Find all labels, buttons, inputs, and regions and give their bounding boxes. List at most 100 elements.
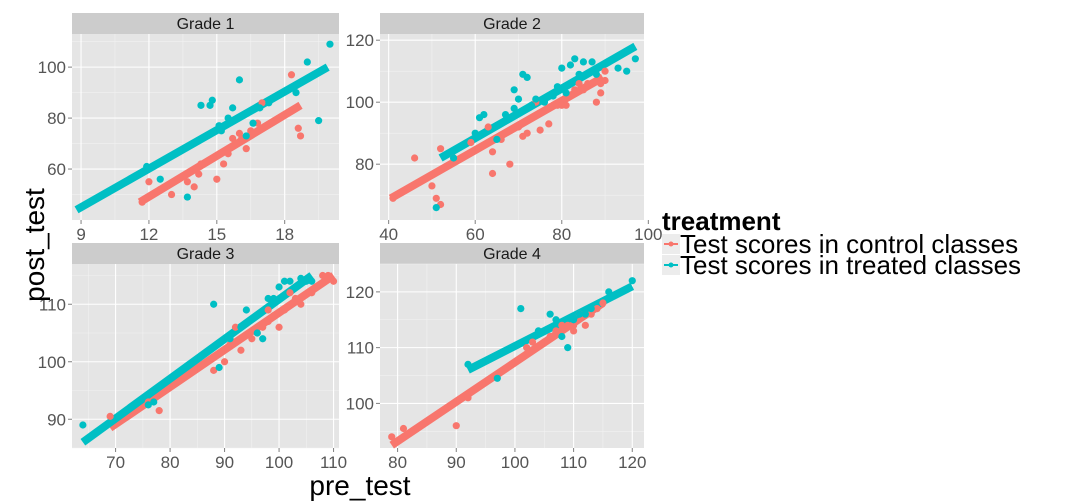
data-point-treated — [302, 277, 310, 285]
data-point-treated — [566, 61, 575, 69]
x-tick-label: 80 — [388, 453, 407, 472]
data-point-control — [436, 145, 445, 153]
panel-1: Grade 1 9 12 15 18 60 80 100 — [38, 13, 339, 244]
data-point-treated — [235, 76, 244, 84]
data-point-control — [488, 169, 497, 178]
data-point-control — [231, 323, 240, 331]
data-point-treated — [628, 277, 636, 285]
data-point-control — [242, 145, 250, 153]
y-tick-label: 100 — [38, 353, 66, 372]
data-point-control — [167, 190, 176, 199]
data-point-control — [233, 139, 241, 148]
data-point-treated — [527, 101, 536, 109]
data-point-treated — [523, 73, 531, 81]
data-point-control — [536, 126, 544, 134]
data-point-control — [452, 422, 460, 430]
data-point-control — [579, 86, 588, 94]
panel-2: Grade 2 40 60 80 100 80 100 120 — [346, 13, 663, 244]
data-point-treated — [183, 193, 191, 201]
data-point-control — [581, 321, 589, 329]
y-tick-label: 100 — [346, 394, 374, 413]
data-point-control — [155, 407, 163, 415]
data-point-treated — [623, 67, 631, 75]
data-point-control — [488, 148, 497, 156]
data-point-treated — [259, 335, 267, 343]
data-point-treated — [265, 99, 273, 107]
data-point-treated — [292, 89, 300, 97]
x-axis-title: pre_test — [309, 470, 410, 501]
data-point-treated — [579, 58, 588, 66]
data-point-treated — [592, 70, 600, 78]
data-point-treated — [286, 277, 294, 285]
data-point-treated — [143, 162, 151, 171]
data-point-control — [291, 294, 300, 303]
x-tick-label: 40 — [379, 225, 398, 244]
data-point-control — [570, 327, 578, 335]
data-point-control — [220, 358, 229, 366]
y-tick-label: 120 — [346, 31, 374, 50]
data-point-treated — [237, 323, 245, 331]
x-tick-label: 110 — [560, 453, 587, 472]
panel-strip — [380, 243, 644, 264]
data-point-control — [599, 299, 607, 307]
fit-line-treated — [74, 63, 330, 214]
x-tick-label: 80 — [161, 453, 180, 472]
data-point-treated — [210, 300, 218, 308]
data-point-control — [587, 310, 595, 318]
data-point-control — [432, 194, 440, 202]
data-point-control — [220, 160, 228, 168]
data-point-treated — [264, 294, 272, 303]
panel-4: Grade 4 80 90 100 110 120 100 110 120 — [346, 243, 646, 472]
data-point-control — [226, 340, 234, 349]
data-point-control — [156, 185, 164, 194]
data-point-control — [545, 120, 553, 128]
data-point-treated — [150, 398, 158, 406]
panel-strip — [380, 13, 644, 34]
data-point-control — [319, 271, 327, 280]
data-point-control — [296, 132, 305, 140]
data-point-treated — [575, 70, 583, 78]
data-point-control — [523, 129, 531, 137]
data-point-treated — [587, 305, 595, 313]
fit-line-treated — [80, 272, 315, 446]
data-point-control — [270, 312, 278, 320]
x-tick-label: 9 — [76, 225, 85, 244]
data-point-treated — [242, 132, 250, 140]
data-point-treated — [226, 335, 234, 343]
data-point-control — [564, 321, 572, 329]
data-point-control — [601, 76, 609, 85]
x-tick-label: 100 — [634, 225, 662, 244]
data-point-control — [484, 123, 492, 131]
data-point-treated — [197, 101, 205, 109]
data-point-treated — [553, 83, 562, 91]
data-point-treated — [471, 129, 479, 137]
data-point-control — [297, 300, 305, 308]
data-point-control — [145, 178, 153, 186]
data-point-control — [224, 150, 232, 158]
x-tick-label: 100 — [501, 453, 529, 472]
data-point-treated — [605, 288, 613, 296]
panel-title: Grade 3 — [177, 246, 235, 263]
data-point-control — [514, 123, 523, 131]
data-point-treated — [558, 64, 566, 72]
data-point-control — [280, 306, 289, 314]
data-point-control — [571, 86, 579, 94]
data-point-treated — [253, 329, 261, 337]
x-tick-label: 100 — [265, 453, 293, 472]
data-point-treated — [614, 64, 622, 72]
legend-key-control-dot — [668, 241, 674, 247]
data-point-control — [329, 277, 338, 285]
data-point-treated — [510, 104, 518, 112]
legend-title: treatment — [662, 206, 781, 236]
data-point-control — [428, 182, 436, 190]
data-point-control — [464, 394, 472, 402]
data-point-control — [264, 317, 272, 326]
legend-label-treated: Test scores in treated classes — [680, 250, 1021, 280]
data-point-treated — [303, 58, 311, 66]
data-point-control — [562, 101, 570, 109]
data-point-treated — [326, 40, 334, 48]
data-point-control — [528, 338, 537, 346]
data-point-control — [546, 332, 554, 341]
data-point-treated — [242, 306, 250, 314]
data-point-control — [575, 80, 583, 88]
